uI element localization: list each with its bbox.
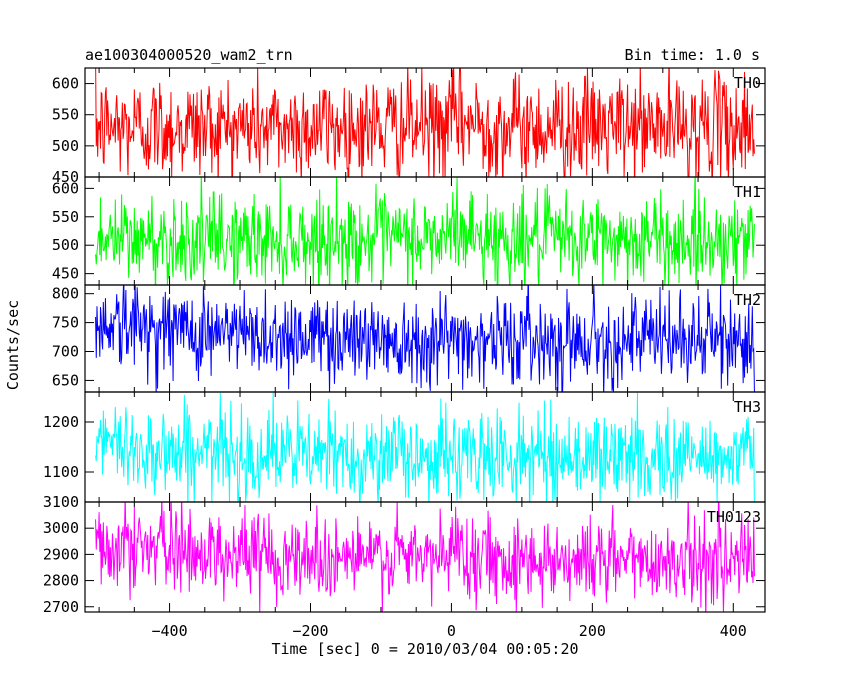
series-line-th2: [95, 285, 755, 392]
series-line-th1: [95, 177, 755, 285]
y-axis-label: Counts/sec: [4, 300, 22, 390]
y-tick-label: 450: [52, 168, 79, 186]
y-tick-label: 2900: [43, 545, 79, 563]
panel-name-label: TH3: [734, 398, 761, 416]
series-line-th0123: [95, 502, 755, 612]
y-tick-label: 750: [52, 314, 79, 332]
panel-th0123: 2700 2800 2900 3000 3100 TH0123: [43, 493, 766, 616]
panel-th0: 450 500 550 600 TH0: [52, 67, 766, 186]
x-tick-label: 0: [447, 622, 456, 640]
panel-name-label: TH0: [734, 74, 761, 92]
panel-name-label: TH2: [734, 291, 761, 309]
y-tick-label: 1200: [43, 413, 79, 431]
y-tick-label: 600: [52, 179, 79, 197]
panel-frame: [84, 501, 766, 613]
y-tick-label: 1100: [43, 463, 79, 481]
y-tick-label: 450: [52, 265, 79, 283]
x-tick-label: −400: [151, 622, 187, 640]
panel-th3: 1100 1200 TH3: [43, 391, 766, 503]
y-tick-label: 800: [52, 285, 79, 303]
panel-th2: 650 700 750 800 TH2: [52, 284, 766, 393]
x-tick-label: 400: [720, 622, 747, 640]
panels-group: 450 500 550 600 TH0 450 500 550 600 TH1 650 700 750 8…: [43, 67, 766, 640]
y-tick-label: 500: [52, 137, 79, 155]
chart-title: ae100304000520_wam2_trn: [85, 46, 293, 64]
series-line-th3: [95, 392, 755, 502]
y-tick-label: 550: [52, 208, 79, 226]
panel-name-label: TH0123: [707, 508, 761, 526]
x-tick-label: 200: [579, 622, 606, 640]
y-tick-label: 600: [52, 75, 79, 93]
bin-time-label: Bin time: 1.0 s: [625, 46, 760, 64]
y-tick-label: 2800: [43, 572, 79, 590]
panel-name-label: TH1: [734, 183, 761, 201]
x-axis-label: Time [sec] 0 = 2010/03/04 00:05:20: [271, 640, 578, 658]
y-tick-label: 3100: [43, 493, 79, 511]
y-tick-label: 2700: [43, 598, 79, 616]
panel-th1: 450 500 550 600 TH1: [52, 176, 766, 286]
y-tick-label: 3000: [43, 519, 79, 537]
x-tick-label: −200: [292, 622, 328, 640]
y-tick-label: 700: [52, 343, 79, 361]
y-tick-label: 550: [52, 106, 79, 124]
y-tick-label: 500: [52, 236, 79, 254]
series-line-th0: [95, 68, 755, 177]
y-tick-label: 650: [52, 371, 79, 389]
